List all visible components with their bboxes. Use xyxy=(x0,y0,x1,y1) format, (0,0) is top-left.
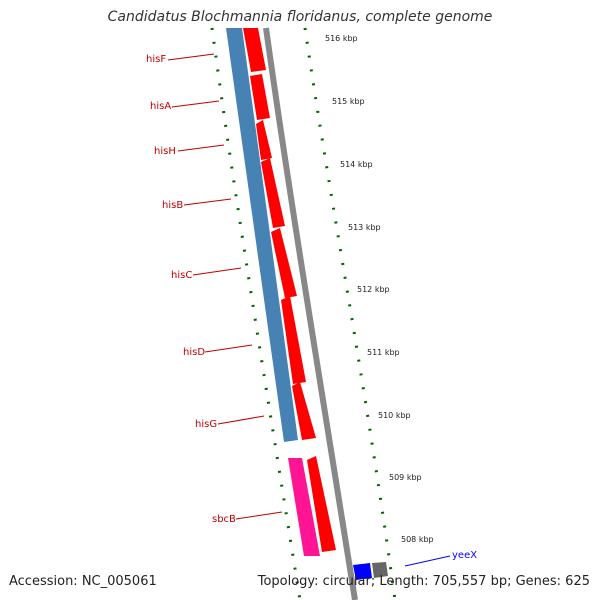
gene-label-hisA: hisA xyxy=(150,101,171,112)
tick-label-514: 514 kbp xyxy=(340,160,373,169)
tick-label-515: 515 kbp xyxy=(332,97,365,106)
tick-label-group: 516 kbp 515 kbp 514 kbp 513 kbp 512 kbp … xyxy=(325,34,434,544)
accession-label: Accession: NC_005061 xyxy=(9,574,157,589)
gene-yeeX-shape xyxy=(353,562,388,580)
genome-summary: Topology: circular; Length: 705,557 bp; … xyxy=(257,574,590,589)
cds-hisF xyxy=(243,28,266,72)
backbone xyxy=(263,27,358,600)
gene-label-hisF: hisF xyxy=(146,54,166,65)
leader-lines xyxy=(167,53,451,567)
map-title: Candidatus Blochmannia floridanus, compl… xyxy=(107,9,493,25)
tick-label-510: 510 kbp xyxy=(378,411,411,420)
tick-label-516: 516 kbp xyxy=(325,34,358,43)
gene-label-hisD: hisD xyxy=(183,347,205,358)
cog-track xyxy=(226,28,320,556)
cds-hisC xyxy=(271,228,297,298)
tick-label-509: 509 kbp xyxy=(389,473,422,482)
tick-label-513: 513 kbp xyxy=(348,223,381,232)
tick-label-511: 511 kbp xyxy=(367,348,400,357)
cds-sbcB xyxy=(307,456,336,552)
tick-label-512: 512 kbp xyxy=(357,285,390,294)
cog-band-blue xyxy=(226,28,298,442)
gene-label-yeeX: yeeX xyxy=(452,550,477,561)
tick-label-508: 508 kbp xyxy=(401,535,434,544)
cds-hisH xyxy=(256,120,272,160)
gene-label-hisB: hisB xyxy=(162,200,183,211)
cds-hisD xyxy=(281,296,306,384)
cog-band-pink xyxy=(288,458,320,556)
cds-hisG xyxy=(292,382,316,440)
gene-label-sbcB: sbcB xyxy=(212,514,236,525)
gene-label-group: hisF hisA hisH hisB hisC hisD hisG sbcB … xyxy=(146,54,477,561)
cds-track xyxy=(243,28,336,552)
gene-label-hisG: hisG xyxy=(195,419,217,430)
gene-label-hisH: hisH xyxy=(154,146,176,157)
cds-hisB xyxy=(261,158,285,228)
gene-label-hisC: hisC xyxy=(171,270,192,281)
cds-hisA xyxy=(250,74,270,120)
